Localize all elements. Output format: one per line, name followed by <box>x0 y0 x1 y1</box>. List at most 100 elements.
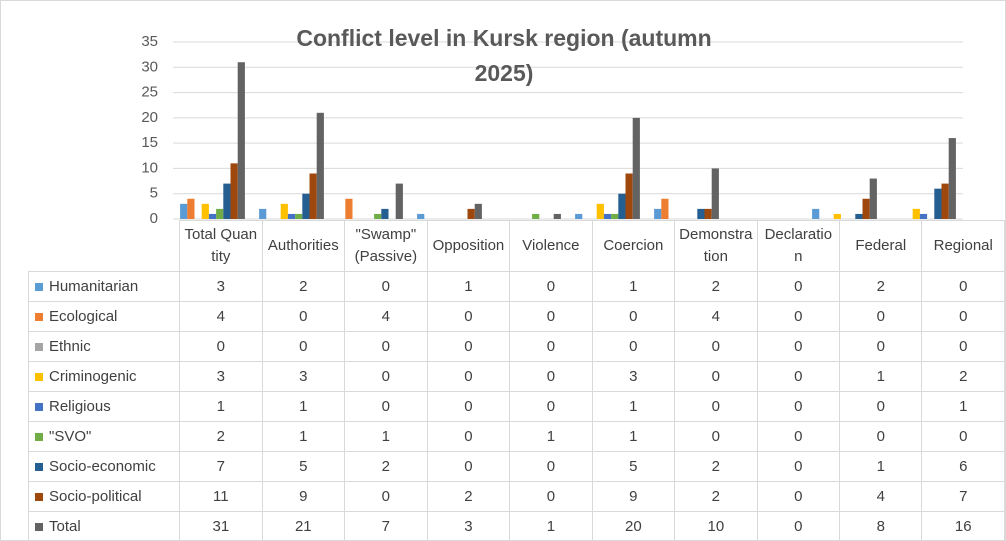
table-cell: 1 <box>261 391 346 422</box>
table-row: Socio-economic 7 5 2 0 0 5 2 0 1 6 <box>27 451 1005 482</box>
table-cell: 21 <box>261 511 346 540</box>
table-cell: 0 <box>756 301 841 332</box>
table-cell: 0 <box>509 301 593 332</box>
table-cell: 0 <box>344 331 428 362</box>
table-cell: 2 <box>921 361 1005 392</box>
table-cell: 1 <box>426 271 511 302</box>
table-cell: 3 <box>591 361 676 392</box>
table-cell: 1 <box>839 451 923 482</box>
table-cell: 0 <box>839 301 923 332</box>
legend-entry: Total <box>27 511 181 540</box>
table-cell: 0 <box>344 361 428 392</box>
table-cell: 0 <box>509 451 593 482</box>
table-cell: 1 <box>839 361 923 392</box>
bar <box>208 213 217 219</box>
legend-entry: "SVO" <box>27 421 181 452</box>
table-cell: 2 <box>674 451 758 482</box>
bar <box>474 203 482 219</box>
table-cell: 0 <box>261 331 346 362</box>
bar <box>812 208 820 219</box>
table-cell: 3 <box>426 511 511 540</box>
data-table: Total Quantity Authorities "Swamp" (Passiv… <box>27 220 1005 540</box>
table-cell: 0 <box>261 301 346 332</box>
bar <box>934 188 942 219</box>
table-cell: 16 <box>921 511 1005 540</box>
table-cell: 0 <box>756 511 841 540</box>
bar <box>912 208 920 219</box>
bar <box>259 208 267 219</box>
table-cell: 0 <box>426 361 511 392</box>
legend-swatch <box>35 373 43 381</box>
table-cell: 9 <box>261 481 346 512</box>
table-cell: 1 <box>179 391 263 422</box>
table-cell: 0 <box>344 391 428 422</box>
legend-swatch <box>35 463 43 471</box>
table-cell: 5 <box>261 451 346 482</box>
table-cell: 3 <box>261 361 346 392</box>
table-cell: 0 <box>756 271 841 302</box>
table-cell: 0 <box>426 301 511 332</box>
bar <box>603 213 612 219</box>
header-row: Total Quantity Authorities "Swamp" (Passiv… <box>29 220 1005 272</box>
table-cell: 0 <box>756 361 841 392</box>
bar <box>625 173 633 219</box>
bar <box>381 208 389 219</box>
bar <box>180 203 188 219</box>
bar <box>553 213 561 219</box>
table-row: Ethnic 0 0 0 0 0 0 0 0 0 0 <box>27 331 1005 362</box>
table-cell: 4 <box>344 301 428 332</box>
bar <box>833 213 841 219</box>
bar <box>948 138 956 219</box>
table-cell: 0 <box>756 391 841 422</box>
legend-swatch <box>35 403 43 411</box>
table-row: Religious 1 1 0 0 0 1 0 0 0 1 <box>27 391 1005 422</box>
table-cell: 1 <box>921 391 1005 422</box>
table-cell: 0 <box>921 271 1005 302</box>
table-cell: 2 <box>674 271 758 302</box>
bar <box>869 178 877 219</box>
legend-label: Ethnic <box>49 338 91 355</box>
table-cell: 0 <box>756 481 841 512</box>
table-cell: 11 <box>179 481 263 512</box>
table-cell: 4 <box>839 481 923 512</box>
table-cell: 7 <box>179 451 263 482</box>
table-cell: 6 <box>921 451 1005 482</box>
table-row: Ecological 4 0 4 0 0 0 4 0 0 0 <box>27 301 1005 332</box>
bar <box>237 62 245 219</box>
bar <box>230 163 238 219</box>
table-cell: 1 <box>344 421 428 452</box>
y-tick-label: 35 <box>141 33 158 50</box>
table-cell: 3 <box>179 271 263 302</box>
table-cell: 7 <box>921 481 1005 512</box>
bar <box>187 198 195 219</box>
legend-label: "SVO" <box>49 428 92 445</box>
table-cell: 5 <box>591 451 676 482</box>
x-tick-label: Violence <box>509 220 593 272</box>
legend-swatch <box>35 313 43 321</box>
bar <box>855 213 863 219</box>
table-cell: 20 <box>591 511 676 540</box>
bar <box>611 213 619 219</box>
table-cell: 0 <box>674 421 758 452</box>
legend-label: Socio-economic <box>49 458 156 475</box>
bar <box>395 183 403 219</box>
bar <box>654 208 662 219</box>
bar <box>704 208 712 219</box>
table-cell: 0 <box>921 301 1005 332</box>
x-tick-label: Demonstration <box>674 220 758 272</box>
bar <box>919 213 928 219</box>
bar <box>309 173 317 219</box>
table-cell: 2 <box>674 481 758 512</box>
bar <box>661 198 669 219</box>
table-cell: 0 <box>921 331 1005 362</box>
table-cell: 31 <box>179 511 263 540</box>
bar <box>295 213 303 219</box>
x-tick-label: Declaration <box>756 220 841 272</box>
legend-swatch <box>35 493 43 501</box>
table-row: Criminogenic 3 3 0 0 0 3 0 0 1 2 <box>27 361 1005 392</box>
bar <box>862 198 870 219</box>
table-cell: 4 <box>179 301 263 332</box>
legend-entry: Humanitarian <box>27 271 181 302</box>
